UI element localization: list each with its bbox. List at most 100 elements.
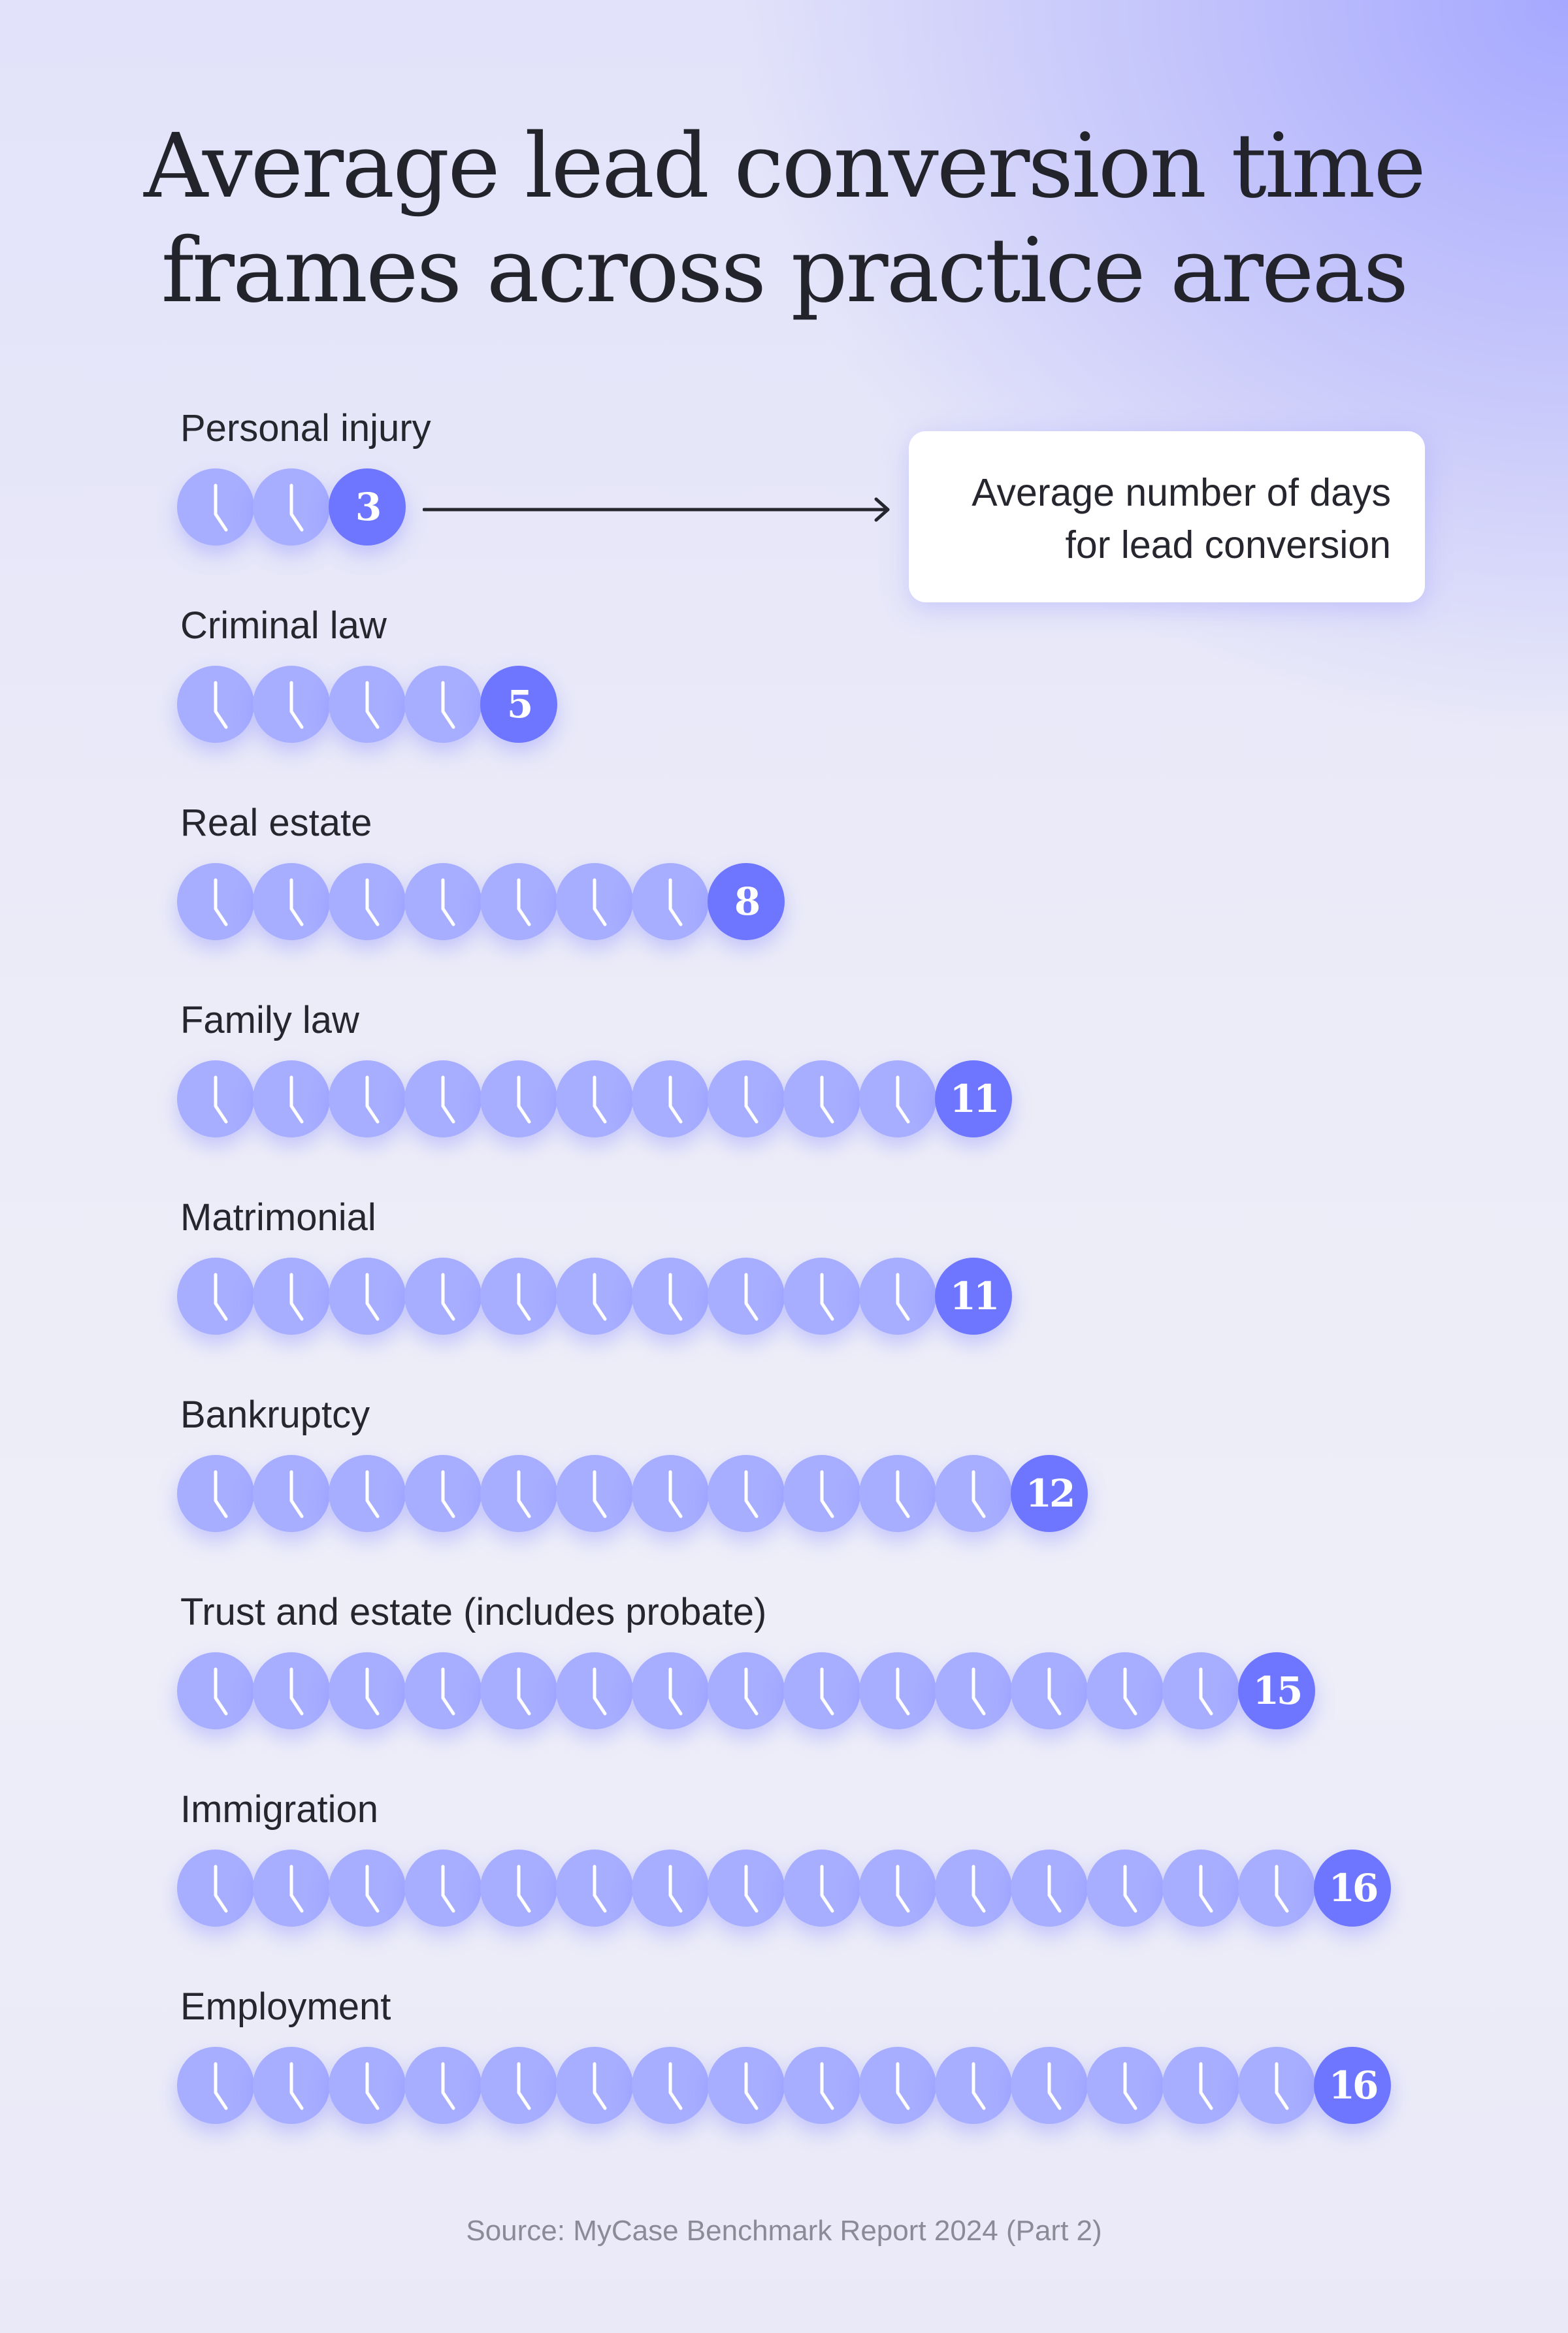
- clock-icon: [480, 1455, 557, 1532]
- clock-icon: [556, 1258, 633, 1335]
- clock-icon: [935, 1850, 1012, 1927]
- clock-icon: [632, 1258, 709, 1335]
- clock-icon: [1086, 1652, 1164, 1729]
- clock-icon: [480, 2047, 557, 2124]
- clock-icon: [329, 1850, 406, 1927]
- clock-icon: [329, 863, 406, 940]
- arrow-icon: [423, 497, 890, 522]
- clock-icon: [556, 2047, 633, 2124]
- clock-icon: [177, 863, 254, 940]
- clock-icon: [632, 1455, 709, 1532]
- clock-icon: [708, 1652, 785, 1729]
- value-label: 12: [1011, 1455, 1088, 1532]
- clock-icon: [253, 666, 330, 743]
- clock-icon: [556, 1060, 633, 1137]
- clock-icon: [480, 1258, 557, 1335]
- clock-icon: [177, 2047, 254, 2124]
- clock-icon: [177, 1652, 254, 1729]
- clock-icon: [708, 1258, 785, 1335]
- clock-icon: [404, 1060, 482, 1137]
- category-label: Real estate: [180, 802, 372, 844]
- clock-icon: [329, 1060, 406, 1137]
- clock-icon: [556, 1455, 633, 1532]
- clock-icon: [253, 1060, 330, 1137]
- clock-icon: [404, 1850, 482, 1927]
- clock-icon: [783, 1258, 860, 1335]
- clock-icon: [253, 1258, 330, 1335]
- clock-icon: [253, 1652, 330, 1729]
- clock-icon: [177, 468, 254, 546]
- clock-icon: [556, 1652, 633, 1729]
- clock-icon: [632, 1652, 709, 1729]
- clock-icon: [783, 1850, 860, 1927]
- category-label: Family law: [180, 999, 359, 1041]
- clock-icon: [404, 666, 482, 743]
- clock-icon: [783, 1060, 860, 1137]
- source-note: Source: MyCase Benchmark Report 2024 (Pa…: [466, 2215, 1102, 2247]
- clock-icon: [935, 2047, 1012, 2124]
- value-label: 8: [708, 863, 785, 940]
- category-label: Personal injury: [180, 407, 431, 449]
- clock-icon: [253, 1850, 330, 1927]
- clock-icon: [329, 1455, 406, 1532]
- category-label: Matrimonial: [180, 1196, 376, 1239]
- clock-icon: [783, 1455, 860, 1532]
- clock-icon: [480, 1850, 557, 1927]
- value-label: 11: [935, 1060, 1012, 1137]
- value-label: 16: [1314, 1850, 1391, 1927]
- category-label: Immigration: [180, 1788, 378, 1831]
- clock-icon: [783, 2047, 860, 2124]
- clock-icon: [329, 1652, 406, 1729]
- value-label: 3: [329, 468, 406, 546]
- value-label: 5: [480, 666, 557, 743]
- clock-icon: [708, 1060, 785, 1137]
- clock-icon: [859, 1850, 936, 1927]
- title-line-2: frames across practice areas: [161, 220, 1409, 323]
- clock-icon: [708, 1850, 785, 1927]
- clock-icon: [632, 2047, 709, 2124]
- clock-icon: [859, 1455, 936, 1532]
- clock-icon: [253, 468, 330, 546]
- clock-icon: [253, 2047, 330, 2124]
- callout-line-1: Average number of days: [972, 471, 1391, 514]
- title-line-1: Average lead conversion time: [144, 115, 1426, 218]
- clock-icon: [859, 1258, 936, 1335]
- clock-icon: [177, 1060, 254, 1137]
- clock-icon: [404, 863, 482, 940]
- category-label: Criminal law: [180, 604, 387, 647]
- clock-icon: [329, 666, 406, 743]
- clock-icon: [859, 1652, 936, 1729]
- legend-callout: Average number of days for lead conversi…: [909, 431, 1425, 602]
- clock-icon: [935, 1652, 1012, 1729]
- callout-line-2: for lead conversion: [1065, 523, 1391, 566]
- clock-icon: [859, 1060, 936, 1137]
- clock-icon: [1011, 2047, 1088, 2124]
- value-label: 11: [935, 1258, 1012, 1335]
- clock-icon: [1162, 2047, 1239, 2124]
- clock-icon: [177, 1258, 254, 1335]
- clock-icon: [480, 1652, 557, 1729]
- clock-icon: [404, 1455, 482, 1532]
- category-label: Employment: [180, 1985, 391, 2028]
- clock-icon: [329, 2047, 406, 2124]
- clock-icon: [708, 2047, 785, 2124]
- clock-icon: [329, 1258, 406, 1335]
- clock-icon: [1011, 1652, 1088, 1729]
- category-label: Bankruptcy: [180, 1394, 370, 1436]
- clock-icon: [556, 863, 633, 940]
- clock-icon: [404, 2047, 482, 2124]
- clock-icon: [632, 1850, 709, 1927]
- clock-icon: [480, 1060, 557, 1137]
- clock-icon: [556, 1850, 633, 1927]
- clock-icon: [708, 1455, 785, 1532]
- clock-icon: [859, 2047, 936, 2124]
- clock-icon: [253, 863, 330, 940]
- page-title: Average lead conversion time frames acro…: [0, 114, 1568, 323]
- clock-icon: [1086, 1850, 1164, 1927]
- clock-icon: [1238, 1850, 1315, 1927]
- clock-icon: [177, 1850, 254, 1927]
- clock-icon: [935, 1455, 1012, 1532]
- clock-icon: [632, 863, 709, 940]
- clock-icon: [632, 1060, 709, 1137]
- clock-icon: [1238, 2047, 1315, 2124]
